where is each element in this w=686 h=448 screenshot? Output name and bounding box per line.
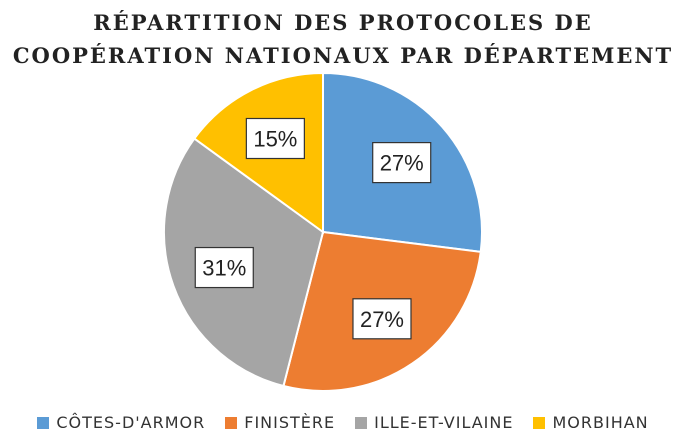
legend-swatch-morbihan [533, 416, 546, 429]
legend-item-cotes-darmor: CÔTES-D'ARMOR [37, 413, 205, 432]
legend-item-ille-et-vilaine: ILLE-ET-VILAINE [355, 413, 513, 432]
data-label-cotes-d-armor: 27% [380, 151, 424, 176]
data-label-morbihan: 15% [253, 126, 297, 151]
legend-item-finistere: FINISTÈRE [225, 413, 335, 432]
legend-label-finistere: FINISTÈRE [244, 413, 336, 432]
chart-title-line-1: RÉPARTITION DES PROTOCOLES DE [93, 10, 593, 35]
legend-label-cotes-darmor: CÔTES-D'ARMOR [56, 413, 206, 432]
data-label-box-morbihan [245, 117, 305, 160]
legend-swatch-cotes-darmor [37, 416, 50, 429]
data-label-ille-et-vilaine: 31% [202, 256, 246, 281]
legend-swatch-ille-et-vilaine [355, 416, 368, 429]
data-label-finistere: 27% [360, 307, 404, 332]
chart-title: RÉPARTITION DES PROTOCOLES DE COOPÉRATIO… [0, 6, 686, 72]
data-label-box-finistere [352, 298, 412, 340]
legend: CÔTES-D'ARMOR FINISTÈRE ILLE-ET-VILAINE … [0, 413, 686, 432]
legend-item-morbihan: MORBIHAN [533, 413, 648, 432]
data-label-box-ille-et-vilaine [194, 246, 254, 289]
legend-label-morbihan: MORBIHAN [552, 413, 649, 432]
legend-label-ille-et-vilaine: ILLE-ET-VILAINE [374, 413, 514, 432]
chart-title-line-2: COOPÉRATION NATIONAUX PAR DÉPARTEMENT [12, 43, 674, 68]
legend-swatch-finistere [225, 416, 238, 429]
data-label-box-cotes-d-armor [372, 142, 432, 184]
